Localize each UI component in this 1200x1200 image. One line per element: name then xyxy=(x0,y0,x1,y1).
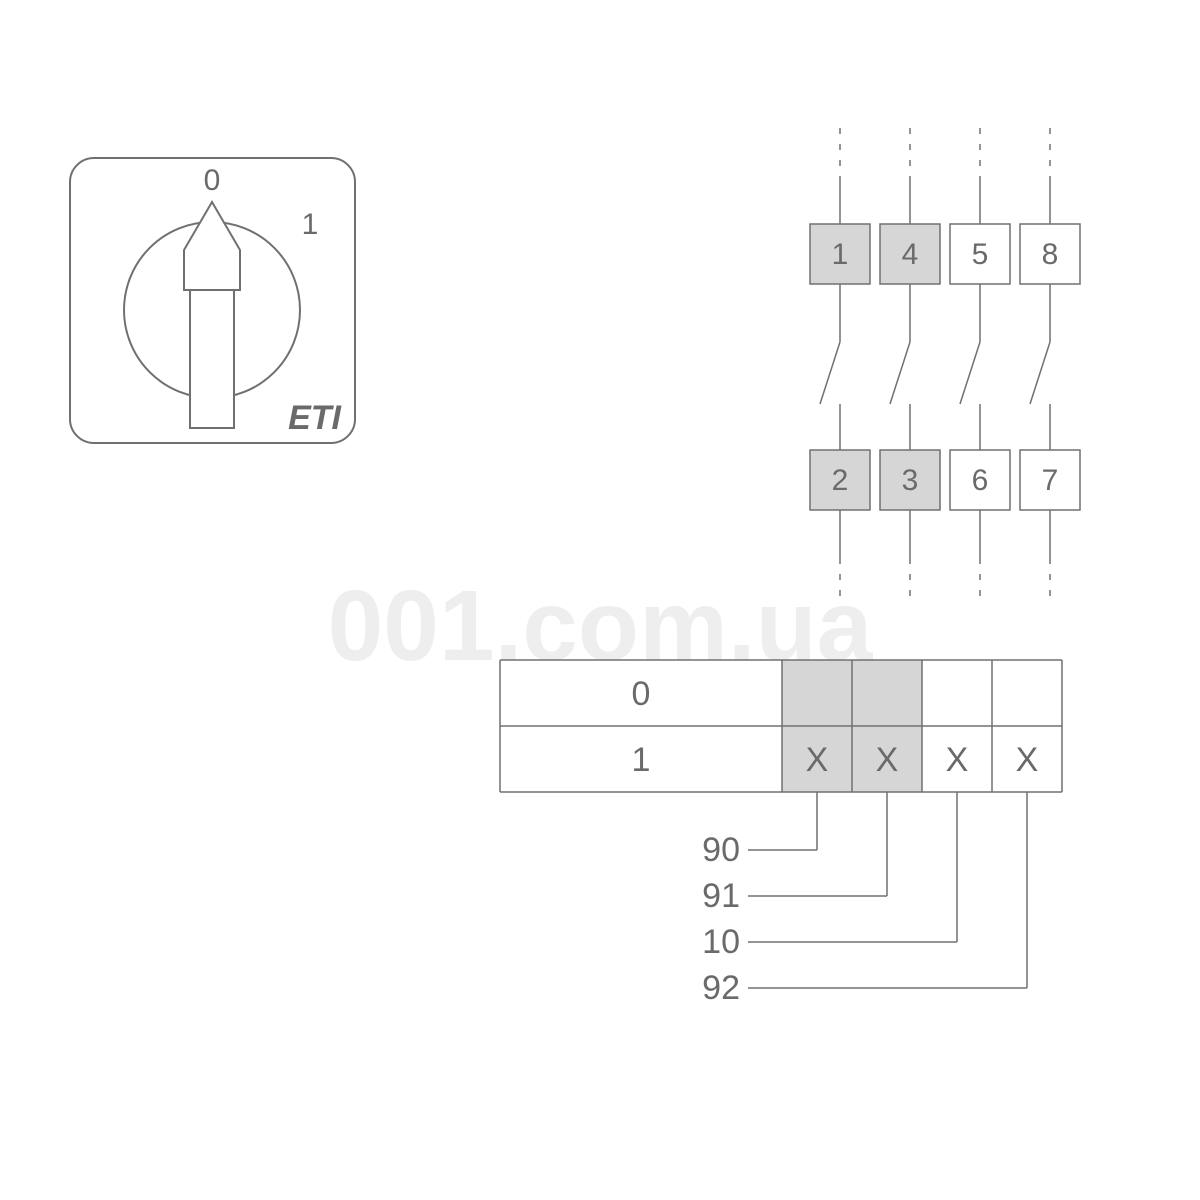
table-row-label-0: 0 xyxy=(632,675,651,713)
terminal-label-top-0: 1 xyxy=(832,238,849,271)
table-cell-1-1: X xyxy=(876,741,899,779)
table-cell-1-2: X xyxy=(946,741,969,779)
table-leg-label-2: 10 xyxy=(702,923,740,961)
terminal-label-bot-3: 7 xyxy=(1042,464,1059,497)
knob-pos-1: 1 xyxy=(302,208,319,241)
terminal-label-top-3: 8 xyxy=(1042,238,1059,271)
terminal-label-bot-2: 6 xyxy=(972,464,989,497)
terminal-label-bot-0: 2 xyxy=(832,464,849,497)
terminal-label-top-1: 4 xyxy=(902,238,919,271)
table-row-label-1: 1 xyxy=(632,741,651,779)
diagram-svg: 001.com.ua01ETI1243568701XXXX90911092 xyxy=(0,0,1200,1200)
knob-brand: ETI xyxy=(288,399,342,437)
knob-pointer xyxy=(184,202,240,428)
table-leg-label-1: 91 xyxy=(702,877,740,915)
knob-pos-0: 0 xyxy=(204,164,221,197)
table-leg-label-0: 90 xyxy=(702,831,740,869)
terminal-label-top-2: 5 xyxy=(972,238,989,271)
table-leg-label-3: 92 xyxy=(702,969,740,1007)
table-cell-1-0: X xyxy=(806,741,829,779)
table-cell-1-3: X xyxy=(1016,741,1039,779)
terminal-label-bot-1: 3 xyxy=(902,464,919,497)
